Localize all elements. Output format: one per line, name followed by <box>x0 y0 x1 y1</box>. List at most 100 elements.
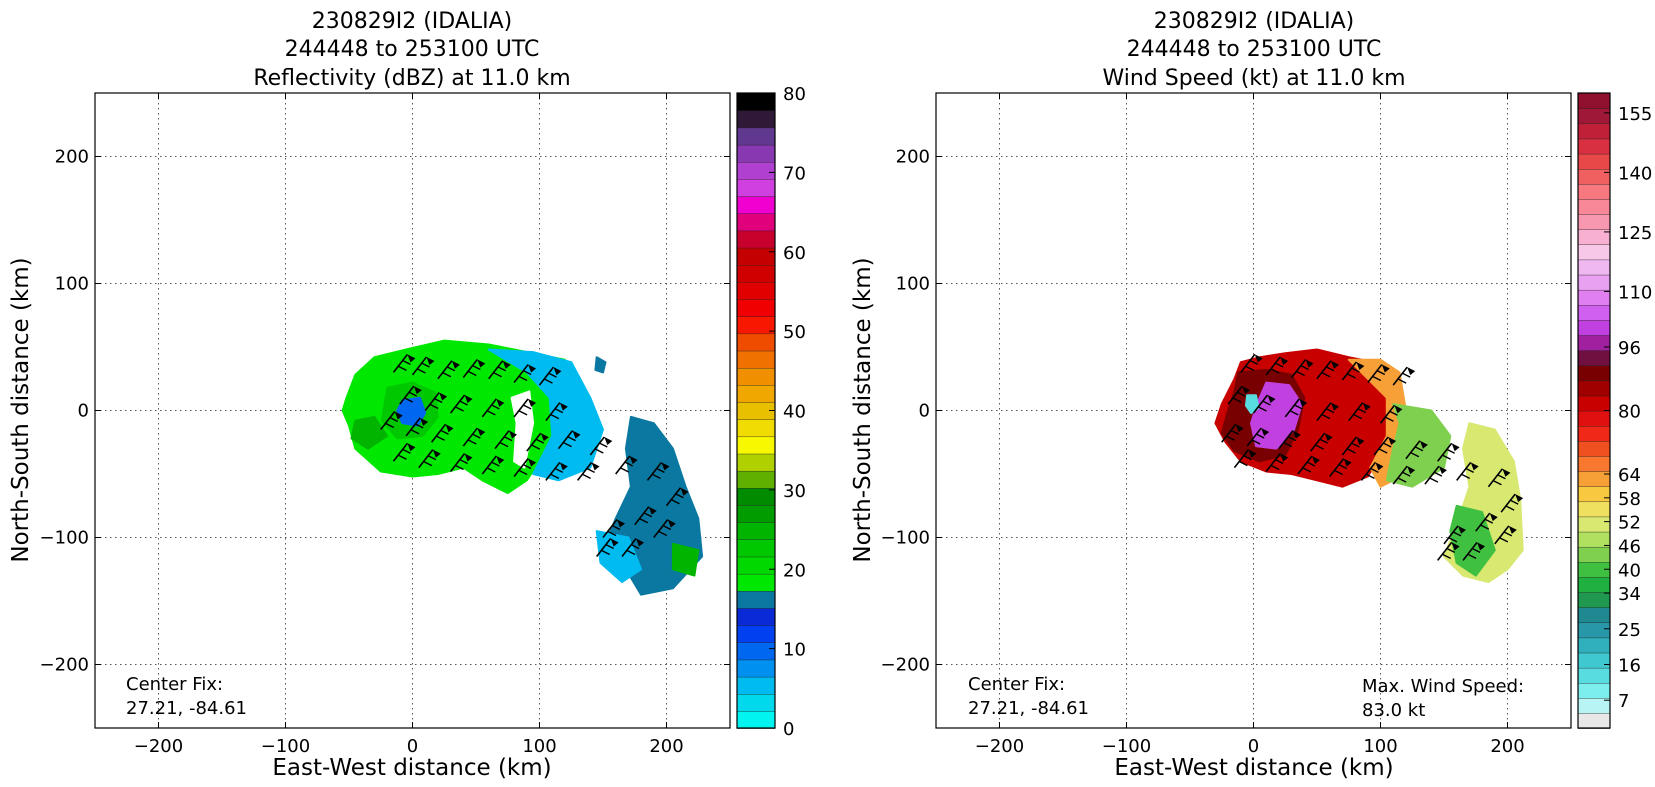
right-colorbar-segment <box>1577 576 1611 593</box>
right-barb-staff <box>1252 394 1269 414</box>
left-barb-flag <box>464 395 473 404</box>
right-colorbar-segment <box>1577 319 1611 336</box>
left-barb-staff <box>634 506 650 526</box>
left-xtick-label: 100 <box>522 736 556 757</box>
left-barb-staff <box>646 461 663 481</box>
left-colorbar-tick-label: 20 <box>783 560 806 581</box>
right-panel: 230829I2 (IDALIA) 244448 to 253100 UTC W… <box>850 9 1652 781</box>
left-colorbar-tick-label: 40 <box>783 402 806 423</box>
left-barb-staff <box>538 366 555 386</box>
right-colorbar-tick-label: 96 <box>1618 338 1641 359</box>
right-barb-staff <box>1392 465 1408 485</box>
right-barb-feather <box>1226 435 1236 441</box>
right-barb-feather <box>1230 429 1240 435</box>
left-barb-feather <box>389 416 399 423</box>
right-wind-barb <box>1392 465 1416 485</box>
right-barb-flag <box>1438 466 1447 475</box>
right-ytick-label: 0 <box>919 401 930 422</box>
left-barb-staff <box>494 430 510 450</box>
left-wind-barb <box>646 461 670 481</box>
left-barb-feather <box>582 473 591 479</box>
right-colorbar-segment <box>1577 92 1611 109</box>
left-wind-barb <box>653 519 676 538</box>
right-barb-staff <box>1462 541 1478 561</box>
right-barb-flag <box>1362 402 1371 411</box>
right-barb-staff <box>1487 468 1504 488</box>
left-ytick-label: 200 <box>55 147 89 168</box>
right-barb-staff <box>1379 404 1396 424</box>
right-annotation-max-wind-label: Max. Wind Speed: <box>1362 676 1524 697</box>
right-barb-feather <box>1283 441 1293 448</box>
right-barb-feather <box>1262 400 1271 406</box>
left-wind-barb <box>665 487 689 507</box>
left-barb-flag <box>502 360 511 369</box>
left-panel: 230829I2 (IDALIA) 244448 to 253100 UTC R… <box>8 9 806 781</box>
left-barb-staff <box>449 452 466 472</box>
left-barb-feather <box>643 512 653 518</box>
right-barb-feather <box>1442 454 1451 460</box>
right-barb-flag <box>1489 513 1498 522</box>
left-colorbar-segment <box>736 92 776 111</box>
left-barb-staff <box>481 398 497 418</box>
right-barb-feather <box>1366 473 1375 479</box>
right-colorbar-segment <box>1577 213 1611 230</box>
left-barb-feather <box>531 444 541 450</box>
left-colorbar-segment <box>736 453 776 472</box>
right-barb-staff <box>1348 402 1364 422</box>
right-colorbar-segment <box>1577 455 1611 472</box>
right-barb-flag <box>1280 356 1289 365</box>
right-barb-staff <box>1373 436 1389 456</box>
left-colorbar-segment <box>736 281 776 300</box>
right-barb-flag <box>1311 456 1320 464</box>
right-barb-feather <box>1351 442 1360 448</box>
left-barb-feather <box>630 543 640 550</box>
left-colorbar-segment <box>736 384 776 403</box>
left-barb-feather <box>414 423 424 429</box>
right-barb-flag <box>1502 468 1511 477</box>
right-barb-flag <box>1356 436 1365 445</box>
right-colorbar-tick-label: 34 <box>1618 584 1641 605</box>
right-colorbar-segment <box>1577 153 1611 170</box>
left-barb-staff <box>399 385 415 405</box>
left-barb-flag <box>572 430 581 439</box>
right-colorbar-segment <box>1577 546 1611 563</box>
left-wind-barb <box>596 538 619 558</box>
left-barb-staff <box>418 449 434 469</box>
right-barb-feather <box>1397 477 1407 483</box>
right-colorbar-tick-label: 46 <box>1618 536 1641 557</box>
left-barb-staff <box>392 442 409 462</box>
left-barb-feather <box>491 461 500 467</box>
left-plot-area: −200 −100 0 100 200 200 100 0 −100 −200 <box>40 93 730 757</box>
left-colorbar-segment <box>736 298 776 317</box>
left-ytick-label: −200 <box>40 655 89 676</box>
left-ytick-label: 100 <box>55 274 89 295</box>
right-colorbar-segment <box>1577 485 1611 503</box>
left-barb-feather <box>620 467 630 473</box>
right-barb-staff <box>1437 541 1453 561</box>
left-annotation-center-fix-label: Center Fix: <box>126 674 223 695</box>
right-wind-barb <box>1284 398 1308 418</box>
left-wind-barb <box>430 423 454 443</box>
left-barb-feather <box>550 414 560 420</box>
left-barb-flag <box>451 360 460 369</box>
right-colorbar-tick-label: 155 <box>1618 104 1652 125</box>
left-barb-feather <box>471 433 481 439</box>
left-xtick-label: 200 <box>649 736 683 757</box>
left-barb-feather <box>544 378 553 384</box>
right-barb-staff <box>1475 512 1491 532</box>
left-barb-feather <box>607 530 617 537</box>
right-barb-feather <box>1465 467 1475 473</box>
left-barb-flag <box>629 456 638 464</box>
left-colorbar-segment <box>736 624 776 643</box>
right-barb-feather <box>1503 531 1513 537</box>
right-barb-staff <box>1310 432 1326 452</box>
left-barb-flag <box>445 424 454 433</box>
right-wind-barb <box>1310 432 1333 452</box>
right-barb-staff <box>1341 361 1358 381</box>
left-barb-feather <box>522 404 532 410</box>
right-barb-feather <box>1433 471 1443 477</box>
left-ytick-label: −100 <box>40 528 89 549</box>
right-barb-feather <box>1287 435 1297 442</box>
right-plot-area: −200 −100 0 100 200 200 100 0 −100 −200 <box>881 93 1571 757</box>
left-barb-feather <box>433 397 443 404</box>
